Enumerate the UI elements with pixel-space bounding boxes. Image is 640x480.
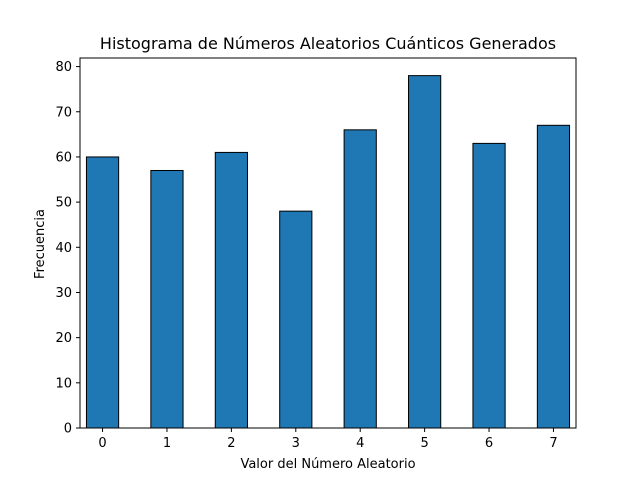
x-tick-label-0: 0 [98, 436, 106, 451]
y-tick-label-0: 0 [64, 422, 72, 437]
x-tick-label-5: 5 [420, 436, 428, 451]
x-tick-label-4: 4 [356, 436, 364, 451]
x-tick-label-7: 7 [549, 436, 557, 451]
y-tick-label-50: 50 [55, 196, 72, 211]
y-axis-label: Frecuencia [33, 209, 48, 279]
y-tick-label-10: 10 [55, 376, 72, 391]
y-tick-label-40: 40 [55, 241, 72, 256]
y-axis-ticks: 0 10 20 30 40 50 60 70 80 [55, 60, 80, 437]
x-tick-label-1: 1 [163, 436, 171, 451]
y-tick-label-60: 60 [55, 150, 72, 165]
plot-frame [79, 57, 577, 429]
chart-title: Histograma de Números Aleatorios Cuántic… [100, 34, 556, 53]
x-tick-label-3: 3 [292, 436, 300, 451]
x-tick-label-6: 6 [485, 436, 493, 451]
bar-2 [214, 151, 248, 429]
bar-4 [343, 129, 377, 429]
bar-3 [279, 210, 313, 429]
x-tick-label-2: 2 [227, 436, 235, 451]
bar-7 [536, 124, 571, 429]
bar-0 [85, 156, 120, 429]
bar-6 [472, 142, 506, 429]
bar-5 [408, 75, 442, 429]
y-tick-label-80: 80 [55, 60, 72, 75]
x-axis-label: Valor del Número Aleatorio [240, 457, 415, 472]
bar-1 [150, 169, 184, 429]
y-tick-label-20: 20 [55, 331, 72, 346]
bars-layer [85, 75, 571, 429]
y-tick-label-30: 30 [55, 286, 72, 301]
y-tick-label-70: 70 [55, 105, 72, 120]
x-axis-ticks: 0 1 2 3 4 5 6 7 [98, 428, 558, 451]
